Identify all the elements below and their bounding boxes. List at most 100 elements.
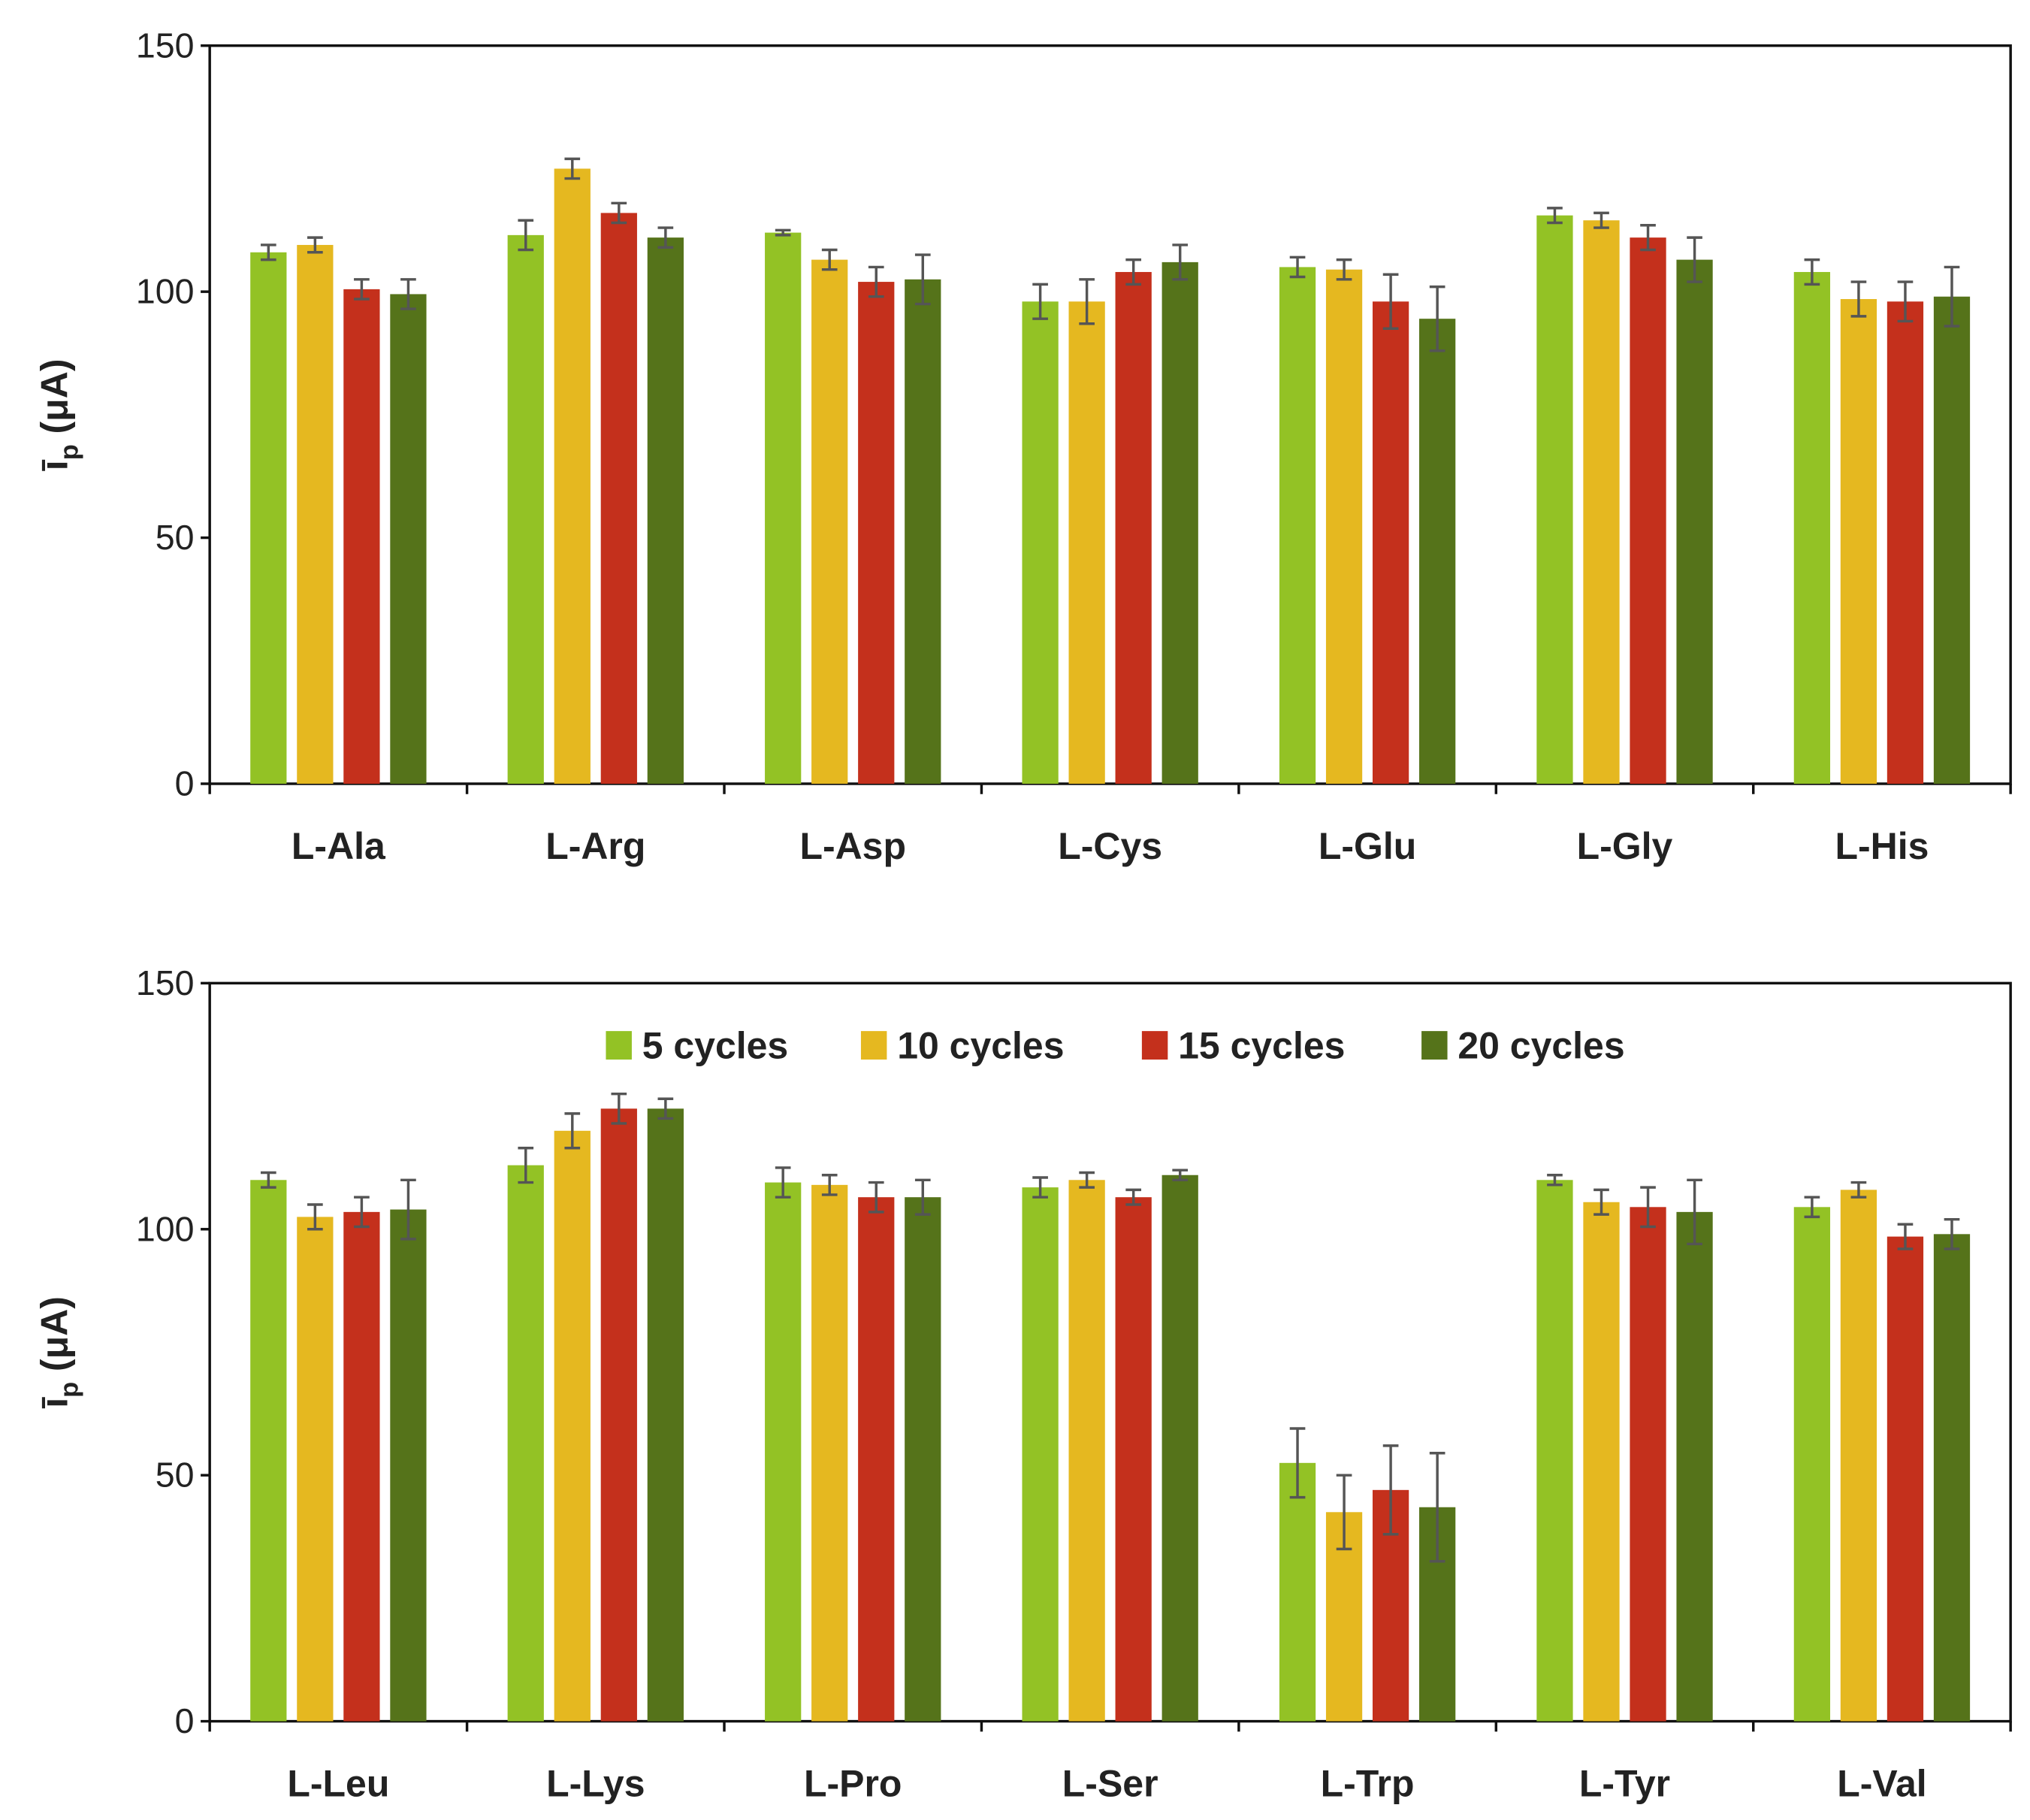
bar-15-cycles-L-Cys [1115,271,1152,784]
error-bar [821,248,838,271]
y-tick-label: 150 [136,963,195,1002]
bar-15-cycles-L-Gly [1630,237,1666,784]
error-bar [354,278,370,301]
bar-5-cycles-L-Asp [765,232,802,784]
y-axis-label-subscript: p [55,444,83,460]
bar-10-cycles-L-Pro [811,1184,848,1722]
x-tick-label: L-Trp [1321,1763,1415,1805]
x-tick-label: L-Tyr [1579,1763,1670,1805]
x-tick-label: L-Leu [287,1763,389,1805]
legend-swatch [1141,1031,1168,1060]
error-bar [1850,280,1867,318]
bar-10-cycles-L-His [1840,298,1877,784]
x-tick-label: L-Arg [545,825,645,867]
bar-5-cycles-L-Tyr [1536,1180,1573,1722]
legend-label: 10 cycles [897,1024,1064,1066]
error-bar [1032,283,1048,320]
error-bar [1172,1168,1189,1182]
x-tick-label: L-Asp [799,825,906,867]
error-bar [1640,1186,1656,1229]
bar-5-cycles-L-Trp [1279,1462,1316,1722]
error-bar [1079,1171,1095,1189]
error-bar [307,1203,323,1231]
x-tick-label: L-Ala [292,825,386,867]
error-bar [657,1097,674,1120]
bar-15-cycles-L-Ala [343,289,380,784]
y-tick-label: 100 [136,1209,195,1248]
error-bar [518,219,534,252]
bar-5-cycles-L-Cys [1022,301,1059,784]
y-axis-label: īp (μA) [34,1296,84,1409]
error-bar [914,253,931,306]
error-bar [1850,1181,1867,1199]
error-bar [1032,1176,1048,1199]
error-bar [400,278,416,310]
error-bar [1687,1178,1702,1246]
error-bar [775,1166,791,1199]
x-tick-label: L-Lys [546,1763,645,1805]
bar-20-cycles-L-Pro [905,1197,941,1722]
error-bar [518,1147,534,1184]
bar-5-cycles-L-Gly [1536,215,1573,784]
bar-10-cycles-L-Cys [1068,301,1105,784]
y-axis-label-symbol: ī [34,459,76,471]
bar-20-cycles-L-Ala [390,294,427,784]
y-axis-label-unit: (μA) [34,1296,76,1371]
x-tick-label: L-Glu [1319,825,1416,867]
error-bar [868,265,884,298]
error-bar [260,243,276,262]
bar-15-cycles-L-Asp [858,282,895,784]
legend-label: 15 cycles [1178,1024,1345,1066]
bar-10-cycles-L-Arg [554,168,591,784]
error-bar [1640,224,1656,252]
error-bar [1897,280,1914,323]
error-bar [564,1112,581,1150]
error-bar [1125,1188,1142,1206]
error-bar [1593,1188,1609,1216]
error-bar [1944,1217,1960,1250]
error-bar [914,1178,931,1216]
y-tick-label: 0 [175,763,195,803]
error-bar [260,1171,276,1189]
bar-15-cycles-L-Lys [600,1108,637,1722]
legend-label: 20 cycles [1458,1024,1624,1066]
plot-frame [208,981,2012,1723]
y-axis-label-subscript: p [55,1382,83,1398]
bar-15-cycles-L-Val [1887,1236,1924,1722]
bar-20-cycles-L-Lys [647,1108,684,1722]
bar-5-cycles-L-Pro [765,1182,802,1722]
error-bar [1382,273,1399,331]
bar-20-cycles-L-Arg [647,237,684,784]
legend-swatch [1421,1031,1448,1060]
bar-15-cycles-L-Glu [1372,301,1409,784]
x-tick-label: L-Pro [804,1763,902,1805]
bar-5-cycles-L-Ser [1022,1187,1059,1722]
legend-swatch [606,1031,632,1060]
error-bar [1897,1223,1914,1250]
bar-20-cycles-L-Cys [1162,262,1198,784]
legend-label: 5 cycles [642,1024,789,1066]
bar-20-cycles-L-Tyr [1676,1211,1713,1722]
error-bar [821,1174,838,1196]
bar-15-cycles-L-Arg [600,213,637,784]
y-tick-label: 50 [156,1456,195,1495]
chart-panel-1: 0 50 100 150 īp (μA) L-Ala L-Arg L-Asp L-Cys L-Glu… [34,26,2012,867]
x-tick-label: L-Val [1837,1763,1926,1805]
bar-10-cycles-L-Tyr [1583,1202,1620,1722]
bar-20-cycles-L-Gly [1676,259,1713,784]
bar-10-cycles-L-Val [1840,1190,1877,1722]
bar-10-cycles-L-Glu [1325,269,1363,784]
x-tick-label: L-Cys [1058,825,1162,867]
bar-20-cycles-L-His [1933,296,1971,784]
y-tick-label: 0 [175,1701,195,1740]
error-bar [1289,255,1306,279]
bar-10-cycles-L-Leu [297,1217,334,1722]
error-bar [775,228,791,237]
bar-15-cycles-L-Ser [1115,1197,1152,1722]
bar-5-cycles-L-His [1793,271,1831,784]
bar-10-cycles-L-Ser [1068,1180,1105,1722]
bar-15-cycles-L-His [1887,301,1924,784]
bar-10-cycles-L-Ala [297,244,334,784]
bar-10-cycles-L-Gly [1583,220,1620,784]
